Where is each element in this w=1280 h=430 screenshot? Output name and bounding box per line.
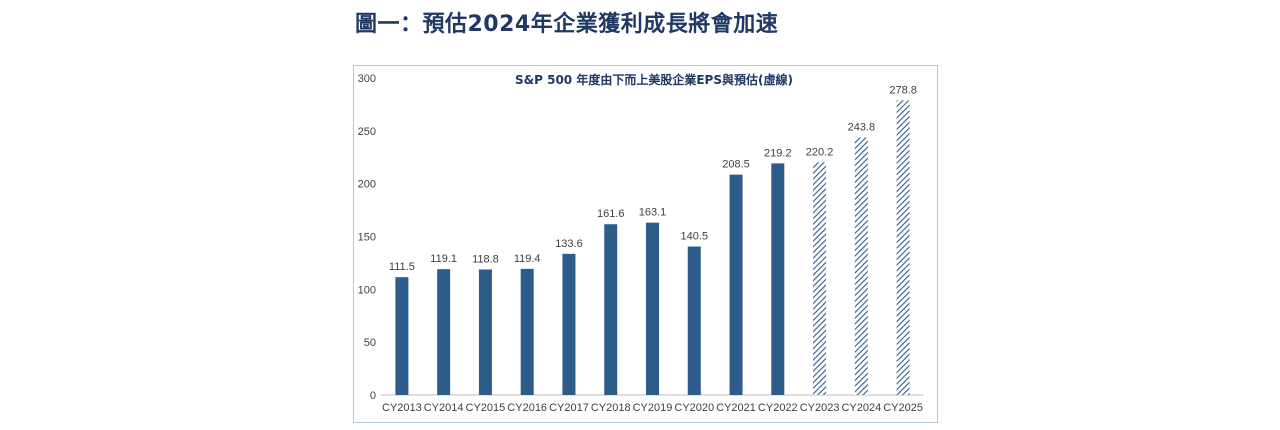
x-tick-label: CY2025 <box>883 402 923 414</box>
bar <box>437 269 451 395</box>
x-tick-label: CY2022 <box>758 402 798 414</box>
bar-value-label: 219.2 <box>764 147 792 159</box>
eps-chart: S&P 500 年度由下而上美股企業EPS與預估(虛線) 0 50 100 150 20… <box>353 65 938 423</box>
y-tick-label: 200 <box>358 179 376 191</box>
eps-bar-chart-svg: S&P 500 年度由下而上美股企業EPS與預估(虛線) 0 50 100 150 20… <box>358 72 924 414</box>
x-tick-label: CY2018 <box>591 402 631 414</box>
x-tick-label: CY2017 <box>549 402 589 414</box>
bar-value-label: 161.6 <box>597 208 625 220</box>
x-tick-label: CY2013 <box>382 402 422 414</box>
x-tick-label: CY2020 <box>674 402 714 414</box>
bar <box>771 163 785 395</box>
bar-estimate <box>854 137 868 395</box>
x-tick-label: CY2023 <box>800 402 840 414</box>
page-title: 圖一：預估2024年企業獲利成長將會加速 <box>355 12 779 37</box>
x-tick-label: CY2019 <box>633 402 673 414</box>
bar-value-label: 118.8 <box>472 253 499 265</box>
y-tick-label: 250 <box>358 126 376 138</box>
bar-value-label: 220.2 <box>806 146 834 158</box>
y-tick-label: 0 <box>370 390 376 402</box>
bar-estimate <box>896 100 910 395</box>
bar-value-label: 111.5 <box>389 261 415 273</box>
bar <box>562 253 576 395</box>
bar-estimate <box>813 162 827 395</box>
y-tick-label: 300 <box>358 73 376 85</box>
x-tick-label: CY2021 <box>716 402 756 414</box>
y-tick-label: 150 <box>358 232 376 244</box>
x-tick-label: CY2024 <box>841 402 881 414</box>
bar <box>604 224 618 395</box>
bar-value-label: 133.6 <box>555 238 583 250</box>
bar-value-label: 278.8 <box>889 84 917 96</box>
x-tick-label: CY2016 <box>507 402 547 414</box>
bar <box>729 174 743 395</box>
bar <box>478 269 492 395</box>
y-tick-label: 100 <box>358 284 376 296</box>
y-tick-label: 50 <box>364 337 376 349</box>
bar-value-label: 163.1 <box>639 207 667 219</box>
bar-value-label: 208.5 <box>722 159 750 171</box>
x-tick-label: CY2015 <box>466 402 506 414</box>
bar <box>646 222 659 395</box>
bar-value-label: 243.8 <box>848 121 876 133</box>
bar <box>520 268 534 395</box>
bar <box>687 246 701 395</box>
bar-value-label: 119.1 <box>430 253 457 265</box>
x-tick-label: CY2014 <box>424 402 464 414</box>
bar-value-label: 119.4 <box>514 253 541 265</box>
bar-value-label: 140.5 <box>681 231 709 243</box>
bar <box>395 277 409 395</box>
chart-title: S&P 500 年度由下而上美股企業EPS與預估(虛線) <box>515 72 793 87</box>
